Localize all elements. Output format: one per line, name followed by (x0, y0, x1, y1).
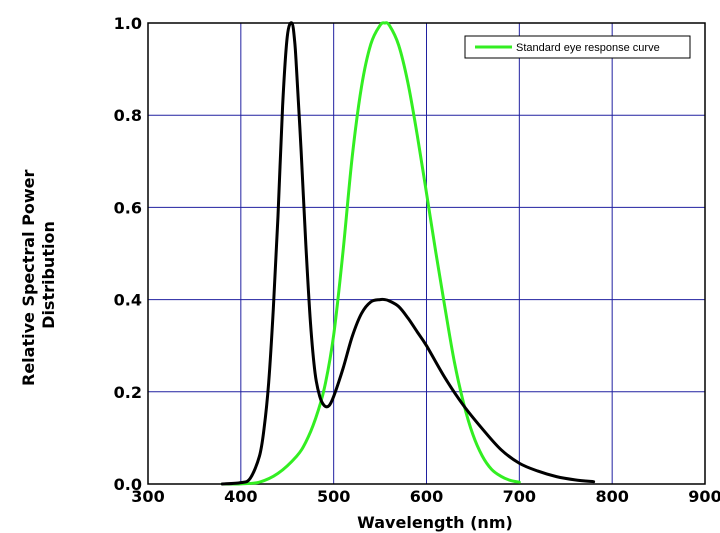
x-axis-title: Wavelength (nm) (357, 513, 513, 532)
grid (148, 23, 705, 484)
x-tick-label: 700 (503, 487, 536, 506)
legend-label-standard-eye-response: Standard eye response curve (516, 42, 660, 54)
x-tick-label: 300 (131, 487, 164, 506)
x-tick-label: 900 (688, 487, 720, 506)
x-tick-label: 400 (224, 487, 257, 506)
y-tick-label: 1.0 (114, 14, 142, 33)
y-tick-label: 0.6 (114, 198, 142, 217)
series-layer (220, 21, 596, 486)
series-line-spectral-power (220, 21, 596, 486)
y-tick-label: 0.8 (114, 106, 142, 125)
x-tick-label: 800 (595, 487, 628, 506)
y-tick-label: 0.2 (114, 383, 142, 402)
x-tick-label: 500 (317, 487, 350, 506)
tick-labels: 300 400 500 600 700 800 900 0.0 0.2 0.4 0.6 0.8 1.0 (114, 14, 720, 506)
series-line-standard-eye-response (220, 21, 521, 486)
plot-frame (147, 22, 706, 485)
y-axis-title-line-1: Relative Spectral Power (19, 169, 38, 385)
y-tick-label: 0.4 (114, 291, 142, 310)
x-tick-label: 600 (410, 487, 443, 506)
legend-box (464, 35, 691, 59)
y-axis-title: Relative Spectral Power Distribution (19, 164, 58, 386)
y-axis-title-line-2: Distribution (39, 221, 58, 329)
y-tick-label: 0.0 (114, 475, 142, 494)
legend: Standard eye response curve (464, 35, 691, 59)
